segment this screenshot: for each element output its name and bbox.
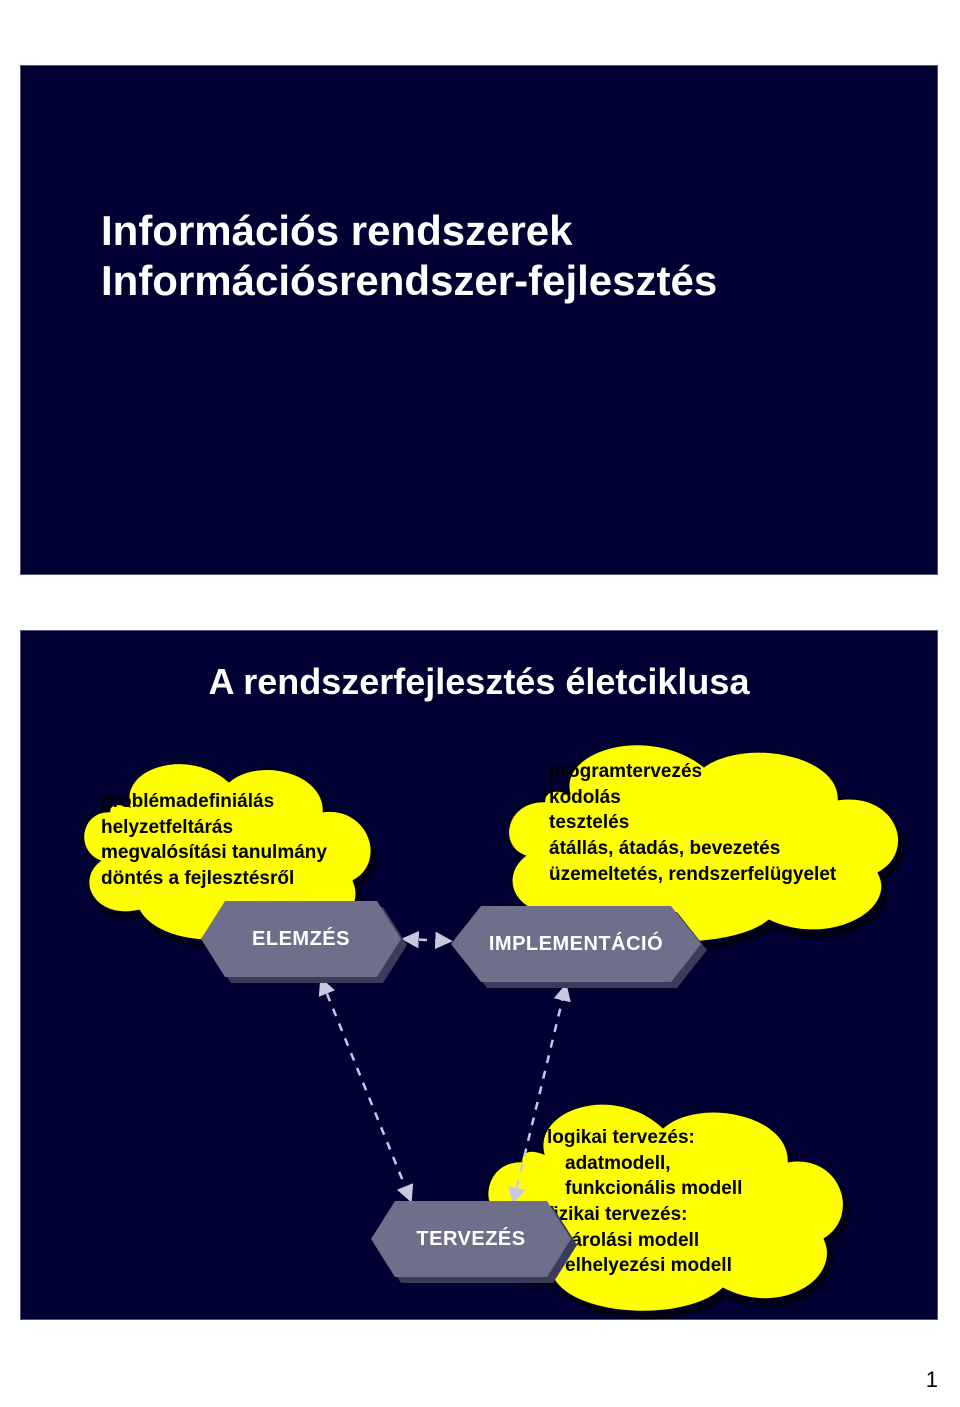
title-line-2: Információsrendszer-fejlesztés bbox=[101, 257, 717, 304]
edge-elemzes-implementacio bbox=[403, 939, 451, 941]
page: Információs rendszerek Információsrendsz… bbox=[0, 0, 960, 1407]
cloud-elemzes-text: problémadefiniálás helyzetfeltárás megva… bbox=[101, 789, 327, 892]
cloud-line: kódolás bbox=[549, 787, 621, 808]
hex-label: IMPLEMENTÁCIÓ bbox=[489, 933, 663, 956]
title-line-1: Információs rendszerek bbox=[101, 207, 573, 254]
diagram-slide-panel: A rendszerfejlesztés életciklusa problém… bbox=[20, 630, 938, 1320]
cloud-implementacio-text: programtervezés kódolás tesztelés átállá… bbox=[549, 759, 836, 887]
cloud-line: átállás, átadás, bevezetés bbox=[549, 838, 780, 859]
cloud-line: programtervezés bbox=[549, 761, 702, 782]
cloud-tervezes-text: logikai tervezés: adatmodell, funkcionál… bbox=[547, 1125, 742, 1279]
cloud-line: helyzetfeltárás bbox=[101, 817, 233, 838]
cloud-line: döntés a fejlesztésről bbox=[101, 868, 294, 889]
diagram-title: A rendszerfejlesztés életciklusa bbox=[21, 661, 937, 703]
hex-face: IMPLEMENTÁCIÓ bbox=[451, 906, 701, 982]
hex-label: ELEMZÉS bbox=[252, 928, 350, 951]
cloud-line: megvalósítási tanulmány bbox=[101, 842, 327, 863]
cloud-line: üzemeltetés, rendszerfelügyelet bbox=[549, 864, 836, 885]
title-slide-panel: Információs rendszerek Információsrendsz… bbox=[20, 65, 938, 575]
cloud-line: logikai tervezés: bbox=[547, 1127, 695, 1148]
hex-face: TERVEZÉS bbox=[371, 1201, 571, 1277]
hex-label: TERVEZÉS bbox=[416, 1228, 525, 1251]
cloud-line: elhelyezési modell bbox=[547, 1253, 742, 1279]
hex-implementacio: IMPLEMENTÁCIÓ bbox=[451, 906, 701, 982]
cloud-line: funkcionális modell bbox=[547, 1176, 742, 1202]
slide-title: Információs rendszerek Információsrendsz… bbox=[101, 206, 907, 307]
hex-elemzes: ELEMZÉS bbox=[201, 901, 401, 977]
cloud-line: problémadefiniálás bbox=[101, 791, 274, 812]
edge-elemzes-tervezes bbox=[321, 979, 411, 1201]
hex-tervezes: TERVEZÉS bbox=[371, 1201, 571, 1277]
cloud-line: adatmodell, bbox=[547, 1151, 742, 1177]
hex-face: ELEMZÉS bbox=[201, 901, 401, 977]
cloud-line: tesztelés bbox=[549, 812, 629, 833]
cloud-line: tárolási modell bbox=[547, 1228, 742, 1254]
page-number: 1 bbox=[926, 1367, 938, 1393]
